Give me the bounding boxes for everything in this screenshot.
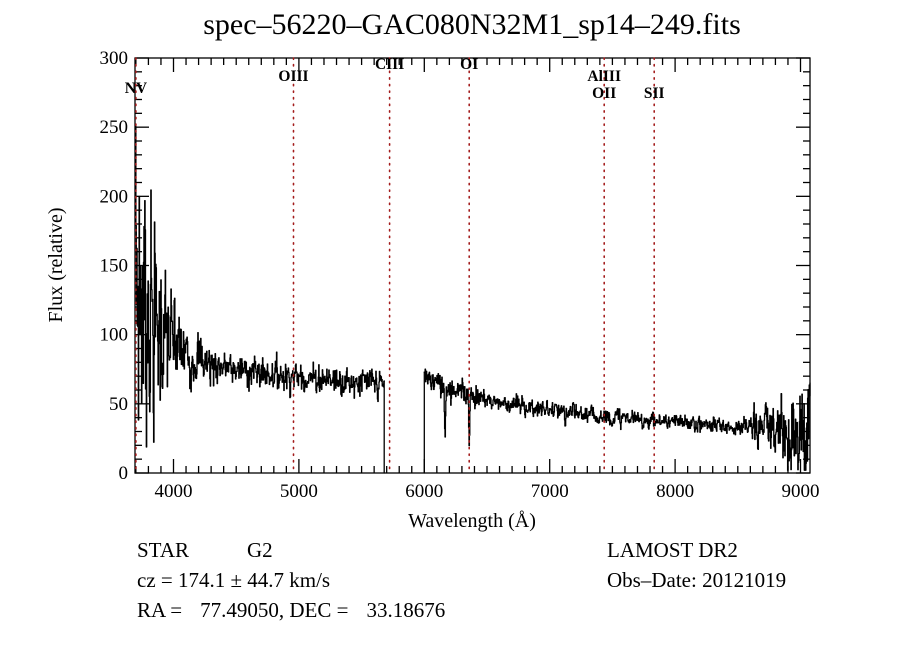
svg-text:SII: SII <box>644 85 665 102</box>
svg-text:Wavelength (Å): Wavelength (Å) <box>408 510 536 532</box>
svg-text:spec–56220–GAC080N32M1_sp14–24: spec–56220–GAC080N32M1_sp14–249.fits <box>203 8 741 41</box>
svg-text:cz = 174.1 ± 44.7 km/s: cz = 174.1 ± 44.7 km/s <box>137 568 330 592</box>
svg-text:AlIII: AlIII <box>587 68 621 85</box>
svg-text:8000: 8000 <box>656 481 694 502</box>
svg-text:CIII: CIII <box>375 56 404 73</box>
svg-text:300: 300 <box>100 48 129 69</box>
svg-text:4000: 4000 <box>155 481 193 502</box>
svg-text:LAMOST DR2: LAMOST DR2 <box>607 538 738 562</box>
svg-text:100: 100 <box>100 325 129 346</box>
svg-text:OIII: OIII <box>278 68 308 85</box>
svg-text:7000: 7000 <box>531 481 569 502</box>
svg-text:Flux (relative): Flux (relative) <box>45 208 67 323</box>
svg-text:250: 250 <box>100 117 129 138</box>
svg-text:Obs–Date: 20121019: Obs–Date: 20121019 <box>607 568 786 592</box>
svg-text:STAR: STAR <box>137 538 189 562</box>
svg-text:OI: OI <box>460 56 478 73</box>
svg-text:150: 150 <box>100 256 129 277</box>
svg-text:G2: G2 <box>247 538 273 562</box>
svg-text:NV: NV <box>125 80 148 97</box>
svg-text:0: 0 <box>119 463 129 484</box>
svg-text:9000: 9000 <box>782 481 820 502</box>
svg-text:50: 50 <box>109 394 128 415</box>
svg-text:RA =77.49050, DEC =33.18676: RA = 77.49050, DEC = 33.18676 <box>137 598 445 622</box>
svg-text:6000: 6000 <box>405 481 443 502</box>
svg-text:5000: 5000 <box>280 481 318 502</box>
svg-text:200: 200 <box>100 186 129 207</box>
svg-text:OII: OII <box>592 85 616 102</box>
